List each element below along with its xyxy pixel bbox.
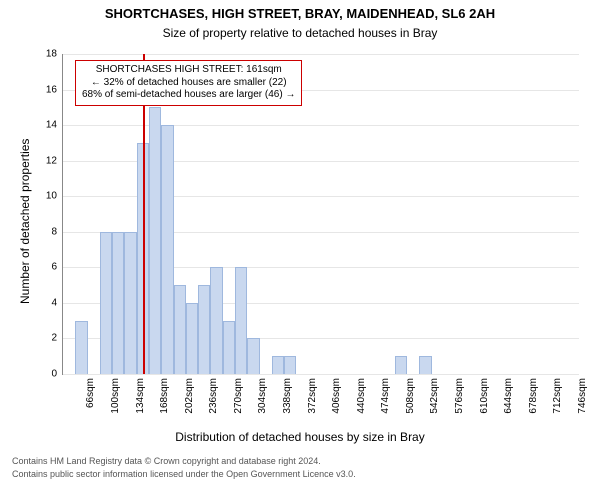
histogram-bar [419,356,431,374]
histogram-bar [272,356,284,374]
y-tick: 0 [51,369,57,380]
x-tick: 134sqm [135,378,146,414]
annotation-line-1: SHORTCHASES HIGH STREET: 161sqm [82,64,295,77]
x-tick: 576sqm [454,378,465,414]
chart-subtitle: Size of property relative to detached ho… [0,26,600,40]
histogram-bar [100,232,112,374]
histogram-bar [149,107,161,374]
y-tick: 16 [46,84,57,95]
x-tick: 168sqm [159,378,170,414]
histogram-bar [198,285,210,374]
histogram-bar [235,267,247,374]
x-tick: 712sqm [552,378,563,414]
x-tick: 406sqm [331,378,342,414]
histogram-bar [161,125,173,374]
histogram-bar [223,321,235,374]
x-tick: 474sqm [380,378,391,414]
x-tick: 100sqm [110,378,121,414]
gridline [63,374,579,375]
histogram-bar [186,303,198,374]
histogram-bar [112,232,124,374]
histogram-bar [75,321,87,374]
x-tick: 236sqm [208,378,219,414]
histogram-bar [247,338,259,374]
chart-container: SHORTCHASES, HIGH STREET, BRAY, MAIDENHE… [0,0,600,500]
x-tick: 746sqm [577,378,588,414]
x-axis-label: Distribution of detached houses by size … [0,430,600,444]
x-tick: 508sqm [405,378,416,414]
plot-area: 02468101214161866sqm100sqm134sqm168sqm20… [62,54,579,375]
footer-line-2: Contains public sector information licen… [12,469,356,479]
annotation-box: SHORTCHASES HIGH STREET: 161sqm← 32% of … [75,60,302,106]
histogram-bar [210,267,222,374]
histogram-bar [174,285,186,374]
y-axis-label: Number of detached properties [18,139,32,304]
histogram-bar [124,232,136,374]
chart-title: SHORTCHASES, HIGH STREET, BRAY, MAIDENHE… [0,6,600,21]
x-tick: 202sqm [184,378,195,414]
x-tick: 542sqm [429,378,440,414]
x-tick: 270sqm [233,378,244,414]
gridline [63,54,579,55]
x-tick: 372sqm [307,378,318,414]
x-tick: 610sqm [479,378,490,414]
histogram-bar [395,356,407,374]
histogram-bar [284,356,296,374]
gridline [63,125,579,126]
y-tick: 14 [46,120,57,131]
y-tick: 12 [46,155,57,166]
y-tick: 18 [46,49,57,60]
x-tick: 66sqm [85,378,96,408]
y-tick: 6 [51,262,57,273]
y-tick: 4 [51,297,57,308]
y-tick: 2 [51,333,57,344]
x-tick: 338sqm [282,378,293,414]
x-tick: 440sqm [356,378,367,414]
annotation-line-2: ← 32% of detached houses are smaller (22… [82,77,295,90]
x-tick: 678sqm [528,378,539,414]
x-tick: 304sqm [257,378,268,414]
y-tick: 8 [51,226,57,237]
footer-line-1: Contains HM Land Registry data © Crown c… [12,456,321,466]
y-tick: 10 [46,191,57,202]
x-tick: 644sqm [503,378,514,414]
annotation-line-3: 68% of semi-detached houses are larger (… [82,89,295,102]
